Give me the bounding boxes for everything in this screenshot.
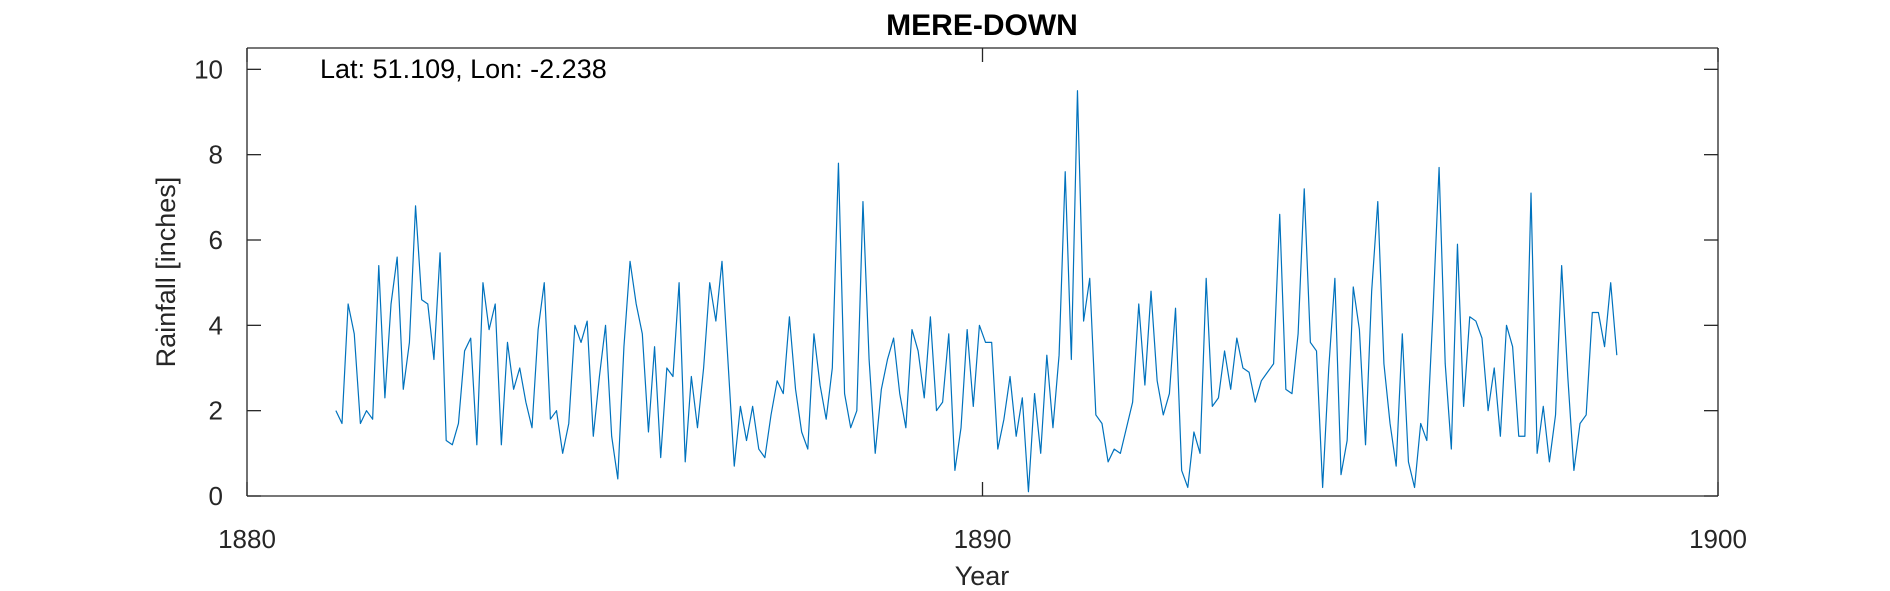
x-axis-label: Year bbox=[955, 561, 1010, 591]
y-axis-label: Rainfall [inches] bbox=[151, 177, 181, 368]
y-tick-label: 0 bbox=[209, 481, 223, 511]
location-annotation: Lat: 51.109, Lon: -2.238 bbox=[320, 54, 607, 84]
y-tick-label: 10 bbox=[194, 54, 223, 84]
y-tick-label: 8 bbox=[209, 140, 223, 170]
rainfall-series-line bbox=[335, 90, 1618, 493]
ticks: 1880 1890 1900 0 2 4 6 8 10 bbox=[194, 48, 1747, 554]
plot-background bbox=[247, 48, 1718, 496]
y-tick-label: 6 bbox=[209, 225, 223, 255]
y-tick-label: 4 bbox=[209, 310, 223, 340]
chart-title: MERE-DOWN bbox=[886, 9, 1078, 42]
y-tick-label: 2 bbox=[209, 396, 223, 426]
x-tick-label: 1880 bbox=[218, 524, 276, 554]
x-tick-label: 1900 bbox=[1689, 524, 1747, 554]
x-tick-label: 1890 bbox=[954, 524, 1012, 554]
